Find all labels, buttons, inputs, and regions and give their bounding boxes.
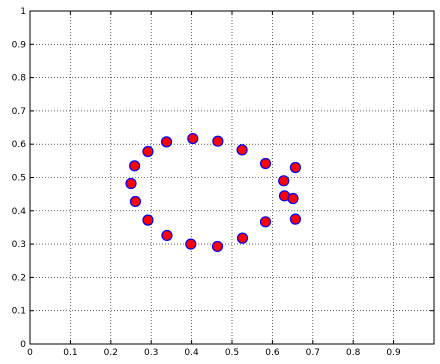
x-tick-label: 0.3	[144, 348, 158, 358]
x-tick-label: 0.9	[386, 348, 401, 358]
y-tick-label: 0.5	[12, 174, 26, 184]
data-point	[129, 195, 142, 208]
y-tick-label: 0.9	[12, 40, 27, 50]
x-tick-label: 0.4	[184, 348, 199, 358]
x-tick-label: 0.6	[265, 348, 280, 358]
x-tick-label: 0.8	[346, 348, 361, 358]
x-axis-tick-labels: 0 0.1 0.2 0.3 0.4 0.5 0.6 0.7 0.8 0.9	[27, 348, 401, 358]
data-point	[142, 145, 154, 158]
data-point	[125, 177, 137, 190]
y-tick-label: 0.7	[12, 107, 26, 117]
data-point	[278, 175, 290, 187]
y-tick-label: 0.2	[12, 273, 26, 283]
data-point	[212, 135, 224, 147]
y-tick-label: 0.3	[12, 240, 26, 250]
data-point	[160, 136, 173, 148]
y-tick-label: 0.8	[12, 74, 27, 84]
data-point	[187, 132, 199, 145]
y-tick-label: 1	[20, 7, 26, 17]
data-point	[236, 232, 249, 244]
y-tick-label: 0.1	[12, 307, 26, 317]
data-point	[287, 192, 299, 205]
data-point	[259, 216, 272, 228]
data-points	[125, 132, 302, 253]
y-tick-label: 0.4	[12, 207, 27, 217]
data-point	[185, 238, 197, 250]
x-tick-label: 0	[27, 348, 33, 358]
y-tick-label: 0	[20, 340, 26, 350]
grid-lines	[30, 11, 434, 344]
data-point	[289, 161, 302, 174]
data-point	[236, 144, 248, 156]
data-point	[161, 229, 173, 242]
y-tick-label: 0.6	[12, 140, 27, 150]
y-axis-tick-labels: 0 0.1 0.2 0.3 0.4 0.5 0.6 0.7 0.8 0.9 1	[12, 7, 27, 350]
axis-ticks	[29, 10, 434, 345]
x-tick-label: 0.2	[104, 348, 118, 358]
data-point	[142, 214, 154, 226]
x-tick-label: 0.5	[225, 348, 239, 358]
x-tick-label: 0.7	[306, 348, 320, 358]
x-tick-label: 0.1	[63, 348, 77, 358]
data-point	[129, 160, 141, 172]
data-point	[211, 240, 224, 253]
data-point	[259, 157, 272, 170]
data-point	[289, 213, 302, 225]
